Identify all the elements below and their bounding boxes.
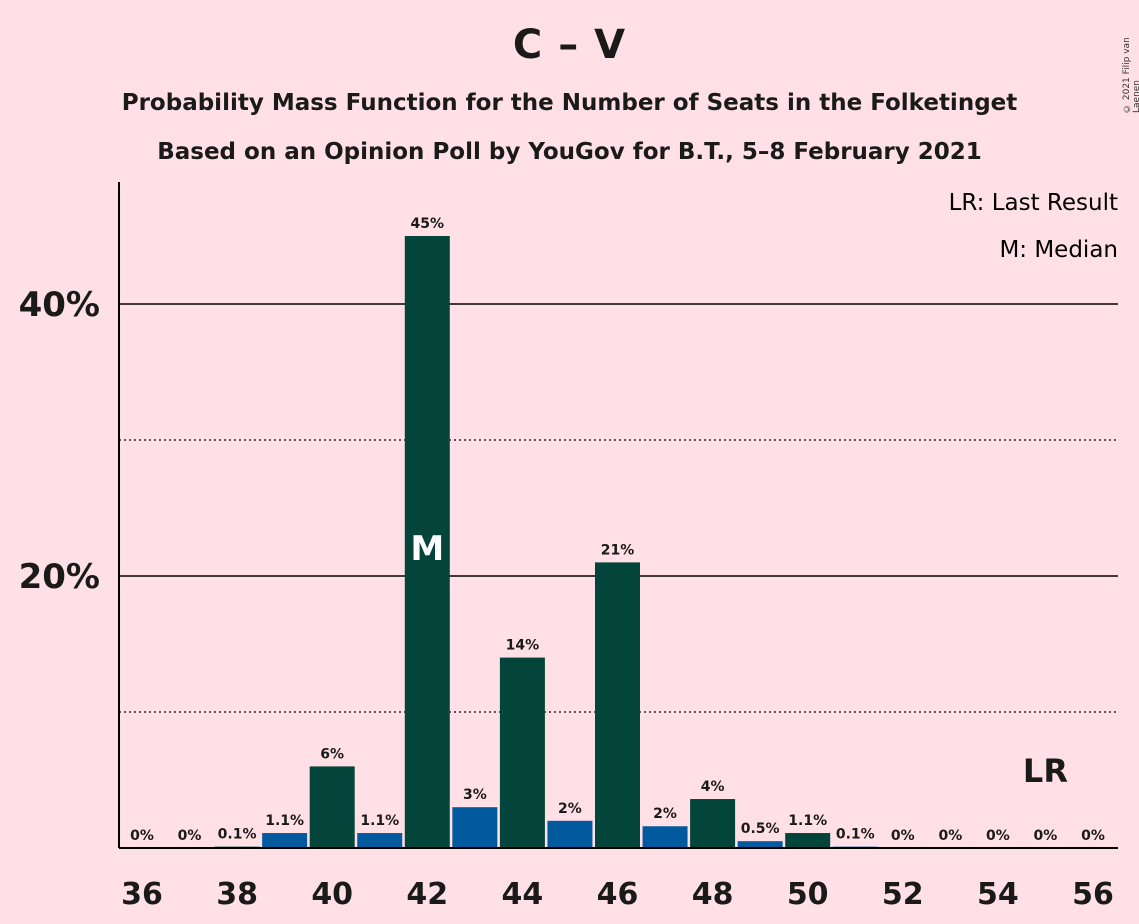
data-label-52: 0% (891, 828, 915, 844)
legend-median: M: Median (999, 237, 1118, 263)
bar-49-seats (737, 841, 783, 848)
x-tick-label-38: 38 (216, 877, 258, 912)
data-label-53: 0% (938, 828, 962, 844)
median-marker: M (410, 529, 444, 569)
x-tick-label-56: 56 (1072, 877, 1114, 912)
last-result-marker: LR (1023, 752, 1068, 790)
y-tick-label-40: 40% (19, 285, 100, 325)
data-labels: 0% 0% 0.1% 1.1% 6% 1.1% 45% 3% 14% 2% 21% 2% 4% 0.5% 1… (130, 216, 1105, 844)
bar-46-seats (595, 562, 640, 848)
data-label-38: 0.1% (218, 827, 257, 843)
bar-44-seats (499, 657, 545, 848)
chart-title: C – V (512, 22, 627, 68)
data-label-55: 0% (1034, 828, 1058, 844)
x-tick-label-54: 54 (977, 877, 1019, 912)
data-label-50: 1.1% (788, 813, 827, 829)
x-tick-label-40: 40 (311, 877, 353, 912)
x-tick-label-52: 52 (882, 877, 924, 912)
bar-47-seats (642, 826, 688, 848)
y-tick-label-20: 20% (19, 557, 100, 597)
data-label-46: 21% (601, 542, 635, 558)
data-label-42: 45% (411, 216, 445, 232)
x-tick-label-50: 50 (787, 877, 829, 912)
bar-41-seats (357, 833, 403, 848)
data-label-36: 0% (130, 828, 154, 844)
data-label-39: 1.1% (265, 813, 304, 829)
x-tick-label-36: 36 (121, 877, 163, 912)
data-label-40: 6% (320, 746, 344, 762)
bar-45-seats (547, 820, 593, 848)
data-label-37: 0% (178, 828, 202, 844)
chart-subtitle-line2: Based on an Opinion Poll by YouGov for B… (157, 139, 982, 165)
x-tick-label-44: 44 (502, 877, 544, 912)
bar-48-seats (690, 799, 736, 848)
data-label-56: 0% (1081, 828, 1105, 844)
x-tick-label-48: 48 (692, 877, 734, 912)
data-label-48: 4% (701, 779, 725, 795)
data-label-51: 0.1% (836, 827, 875, 843)
tick-labels: 20% 40% 36 38 40 42 44 46 48 50 52 54 56 (19, 285, 1114, 912)
legend-last-result: LR: Last Result (949, 190, 1118, 216)
bar-39-seats (262, 833, 308, 848)
axes (118, 182, 1118, 849)
data-label-44: 14% (506, 638, 540, 654)
data-label-47: 2% (653, 806, 677, 822)
bar-43-seats (452, 807, 498, 848)
data-label-54: 0% (986, 828, 1010, 844)
data-label-45: 2% (558, 801, 582, 817)
data-label-41: 1.1% (360, 813, 399, 829)
bar-50-seats (785, 833, 831, 848)
chart-subtitle-line1: Probability Mass Function for the Number… (121, 90, 1018, 116)
markers: M LR (410, 529, 1068, 790)
x-tick-label-46: 46 (597, 877, 639, 912)
data-label-43: 3% (463, 787, 487, 803)
bars-group (214, 236, 878, 848)
bar-40-seats (309, 766, 355, 848)
data-label-49: 0.5% (741, 821, 780, 837)
x-tick-label-42: 42 (406, 877, 448, 912)
bar-42-seats (404, 236, 450, 848)
